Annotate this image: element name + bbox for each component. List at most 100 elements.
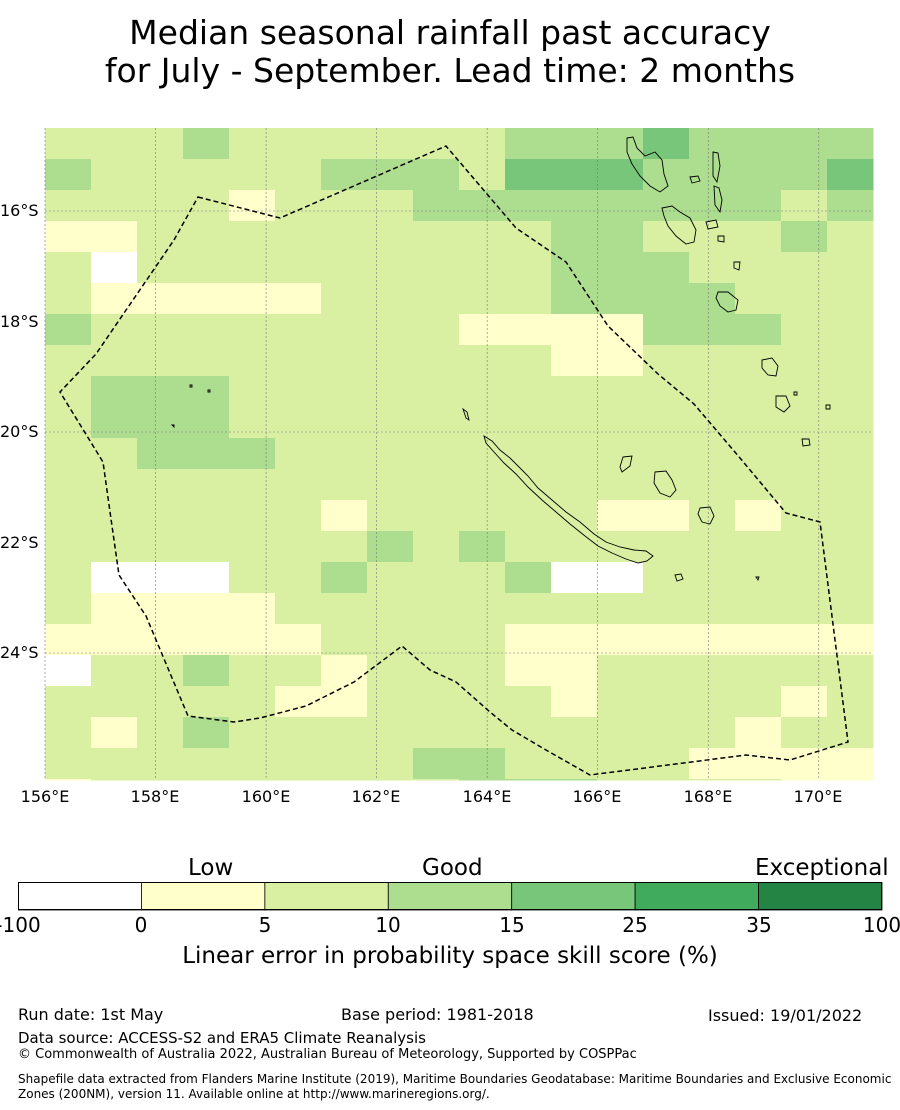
skill-cell <box>367 593 414 625</box>
skill-cell <box>321 128 368 160</box>
skill-cell <box>413 593 460 625</box>
skill-cell <box>551 748 598 780</box>
skill-cell <box>183 159 230 191</box>
skill-cell <box>643 500 690 532</box>
skill-cell <box>137 159 184 191</box>
colorbar-swatch <box>387 882 513 911</box>
skill-cell <box>45 407 92 439</box>
skill-cell <box>275 717 322 749</box>
skill-cell <box>45 283 92 315</box>
skill-cell <box>689 438 736 470</box>
title-line-2: for July - September. Lead time: 2 month… <box>104 51 796 90</box>
skill-cell <box>827 376 874 408</box>
skill-cell <box>275 190 322 222</box>
skill-cell <box>551 531 598 563</box>
malekula-outline <box>661 205 697 245</box>
skill-cell <box>597 686 644 718</box>
skill-cell <box>91 345 138 377</box>
skill-cell <box>91 407 138 439</box>
skill-cell <box>367 252 414 284</box>
skill-cell <box>413 407 460 439</box>
skill-cell <box>735 624 782 656</box>
skill-cell <box>45 345 92 377</box>
skill-cell <box>413 655 460 687</box>
skill-cell <box>781 407 828 439</box>
skill-cell <box>689 779 736 781</box>
skill-cell <box>321 655 368 687</box>
skill-cell <box>183 252 230 284</box>
skill-cell <box>459 779 506 781</box>
skill-cell <box>229 159 276 191</box>
skill-cell <box>459 283 506 315</box>
skill-cell <box>91 655 138 687</box>
skill-cell <box>183 469 230 501</box>
skill-cell <box>551 469 598 501</box>
skill-cell <box>45 500 92 532</box>
skill-cell <box>551 314 598 346</box>
skill-cell <box>505 283 552 315</box>
skill-cell <box>827 779 874 781</box>
skill-cell <box>321 500 368 532</box>
skill-cell <box>551 376 598 408</box>
skill-cell <box>45 159 92 191</box>
skill-cell <box>505 407 552 439</box>
skill-cell <box>597 376 644 408</box>
skill-cell <box>413 717 460 749</box>
skill-cell <box>321 438 368 470</box>
skill-cell <box>689 221 736 253</box>
skill-cell <box>45 438 92 470</box>
skill-cell <box>459 748 506 780</box>
title-line-1: Median seasonal rainfall past accuracy <box>129 13 771 52</box>
skill-cell <box>45 593 92 625</box>
skill-cell <box>137 686 184 718</box>
maewo-outline <box>712 151 721 184</box>
skill-cell <box>229 221 276 253</box>
lon-label-164e: 164°E <box>462 787 512 806</box>
skill-cell <box>505 438 552 470</box>
skill-cell <box>413 500 460 532</box>
skill-cell <box>505 593 552 625</box>
skill-cell <box>275 283 322 315</box>
skill-cell <box>45 655 92 687</box>
skill-cell <box>643 624 690 656</box>
skill-cell <box>643 593 690 625</box>
skill-cell <box>735 283 782 315</box>
skill-cell <box>275 438 322 470</box>
skill-map[interactable] <box>0 0 900 800</box>
skill-cell <box>137 438 184 470</box>
skill-cell <box>735 531 782 563</box>
skill-cell <box>827 748 874 780</box>
skill-cell <box>597 407 644 439</box>
skill-cell <box>367 283 414 315</box>
skill-cell <box>321 252 368 284</box>
colorbar-swatch <box>511 882 636 911</box>
skill-cell <box>229 748 276 780</box>
skill-cell <box>551 221 598 253</box>
skill-cell <box>183 748 230 780</box>
skill-cell <box>183 407 230 439</box>
skill-cell <box>91 624 138 656</box>
skill-cell <box>781 593 828 625</box>
skill-cell <box>643 190 690 222</box>
skill-cell <box>137 779 184 781</box>
skill-cell <box>275 159 322 191</box>
skill-cell <box>137 562 184 594</box>
skill-cell <box>459 562 506 594</box>
skill-cell <box>551 190 598 222</box>
skill-cell <box>91 562 138 594</box>
skill-cell <box>781 376 828 408</box>
skill-cell <box>781 562 828 594</box>
skill-cell <box>137 345 184 377</box>
lon-label-160e: 160°E <box>241 787 291 806</box>
skill-cell <box>643 159 690 191</box>
skill-cell <box>229 376 276 408</box>
skill-cell <box>597 562 644 594</box>
skill-cell <box>735 748 782 780</box>
skill-cell <box>689 159 736 191</box>
skill-cell <box>45 469 92 501</box>
futuna-outline <box>825 404 831 410</box>
skill-cell <box>735 655 782 687</box>
skill-cell <box>735 562 782 594</box>
skill-cell <box>459 376 506 408</box>
skill-cell <box>643 717 690 749</box>
